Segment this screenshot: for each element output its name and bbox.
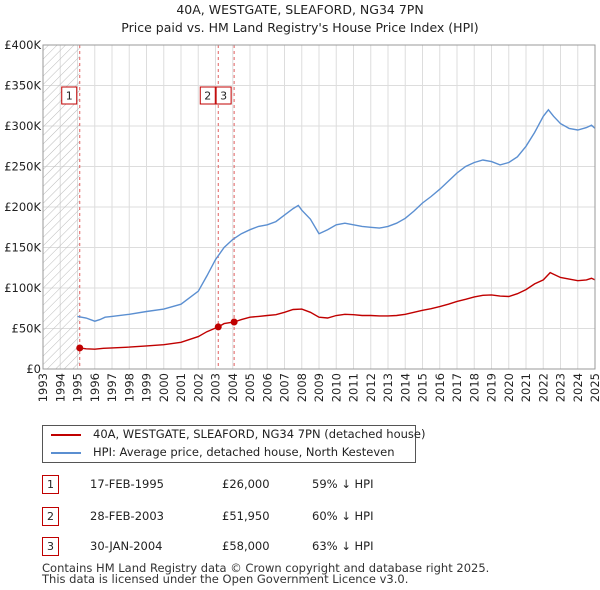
x-tick-label: 2016 bbox=[433, 373, 447, 402]
price-paid-line bbox=[79, 271, 596, 350]
x-tick-label: 1993 bbox=[36, 373, 50, 402]
sale-badge: 3 bbox=[42, 537, 59, 556]
plot-frame bbox=[42, 44, 596, 370]
sale-hpi-diff: 63% ↓ HPI bbox=[312, 539, 374, 553]
x-tick-label: 2017 bbox=[450, 373, 464, 402]
x-tick-label: 2005 bbox=[243, 373, 257, 402]
legend-label-price: 40A, WESTGATE, SLEAFORD, NG34 7PN (detac… bbox=[93, 427, 426, 441]
table-row: 3 30-JAN-2004 £58,000 63% ↓ HPI bbox=[0, 537, 600, 559]
sale-price: £58,000 bbox=[222, 539, 270, 553]
x-tick-label: 2012 bbox=[364, 373, 378, 402]
legend-swatch-hpi bbox=[51, 452, 81, 454]
x-tick-label: 1999 bbox=[140, 373, 154, 402]
legend: 40A, WESTGATE, SLEAFORD, NG34 7PN (detac… bbox=[42, 425, 425, 463]
x-tick-label: 2009 bbox=[312, 373, 326, 402]
x-tick-label: 2006 bbox=[260, 373, 274, 402]
sale-point bbox=[230, 318, 238, 326]
x-tick-label: 2013 bbox=[381, 373, 395, 402]
y-tick-label: £350K bbox=[4, 79, 41, 93]
sale-hpi-diff: 60% ↓ HPI bbox=[312, 509, 374, 523]
table-row: 2 28-FEB-2003 £51,950 60% ↓ HPI bbox=[0, 507, 600, 529]
x-tick-label: 2001 bbox=[174, 373, 188, 402]
y-tick-label: £50K bbox=[12, 322, 42, 336]
y-tick-label: £150K bbox=[4, 241, 41, 255]
y-tick-label: £300K bbox=[4, 119, 41, 133]
x-tick-label: 1996 bbox=[88, 373, 102, 402]
x-tick-label: 2000 bbox=[157, 373, 171, 402]
x-tick-label: 2003 bbox=[209, 373, 223, 402]
legend-item-price: 40A, WESTGATE, SLEAFORD, NG34 7PN (detac… bbox=[43, 426, 425, 444]
sale-price: £26,000 bbox=[222, 477, 270, 491]
y-tick-label: £400K bbox=[4, 38, 41, 52]
x-tick-label: 2014 bbox=[398, 373, 412, 402]
x-tick-label: 2002 bbox=[191, 373, 205, 402]
legend-swatch-price bbox=[51, 434, 81, 436]
hpi-line bbox=[77, 108, 596, 322]
x-tick-label: 2007 bbox=[278, 373, 292, 402]
sale-marker-box bbox=[199, 86, 216, 105]
x-tick-label: 2023 bbox=[554, 373, 568, 402]
sale-hpi-diff: 59% ↓ HPI bbox=[312, 477, 374, 491]
sale-point bbox=[76, 344, 84, 352]
x-tick-label: 2004 bbox=[226, 373, 240, 402]
chart-title: 40A, WESTGATE, SLEAFORD, NG34 7PN bbox=[176, 2, 424, 17]
x-tick-label: 2022 bbox=[536, 373, 550, 402]
sale-date: 28-FEB-2003 bbox=[90, 509, 164, 523]
legend-item-hpi: HPI: Average price, detached house, Nort… bbox=[43, 444, 415, 462]
y-tick-label: £100K bbox=[4, 281, 41, 295]
sale-point bbox=[214, 323, 222, 331]
y-tick-label: £0 bbox=[26, 362, 41, 376]
x-tick-label: 2025 bbox=[588, 373, 600, 402]
sale-marker-number: 2 bbox=[204, 90, 211, 103]
x-tick-label: 2011 bbox=[347, 373, 361, 402]
x-tick-label: 1995 bbox=[71, 373, 85, 402]
footer-licence: This data is licensed under the Open Gov… bbox=[42, 572, 409, 586]
y-tick-label: £250K bbox=[4, 160, 41, 174]
sale-badge: 1 bbox=[42, 475, 59, 494]
x-tick-label: 2015 bbox=[416, 373, 430, 402]
x-tick-label: 2024 bbox=[571, 373, 585, 402]
sale-price: £51,950 bbox=[222, 509, 270, 523]
sale-badge: 2 bbox=[42, 507, 59, 526]
x-tick-label: 1997 bbox=[105, 373, 119, 402]
sale-marker-number: 3 bbox=[220, 90, 227, 103]
x-tick-label: 2020 bbox=[502, 373, 516, 402]
footer-copyright: Contains HM Land Registry data © Crown c… bbox=[42, 561, 490, 575]
sale-marker-box bbox=[61, 86, 78, 105]
sale-date: 30-JAN-2004 bbox=[90, 539, 163, 553]
sale-marker-box bbox=[215, 86, 232, 105]
x-tick-label: 2019 bbox=[485, 373, 499, 402]
x-tick-label: 1998 bbox=[122, 373, 136, 402]
sale-date: 17-FEB-1995 bbox=[90, 477, 164, 491]
table-row: 1 17-FEB-1995 £26,000 59% ↓ HPI bbox=[0, 475, 600, 497]
x-tick-label: 2008 bbox=[295, 373, 309, 402]
legend-label-hpi: HPI: Average price, detached house, Nort… bbox=[93, 445, 395, 459]
x-tick-label: 2018 bbox=[467, 373, 481, 402]
x-tick-label: 1994 bbox=[53, 373, 67, 402]
y-tick-label: £200K bbox=[4, 200, 41, 214]
x-tick-label: 2010 bbox=[329, 373, 343, 402]
x-tick-label: 2021 bbox=[519, 373, 533, 402]
sale-marker-number: 1 bbox=[66, 90, 73, 103]
chart-subtitle: Price paid vs. HM Land Registry's House … bbox=[121, 20, 479, 35]
